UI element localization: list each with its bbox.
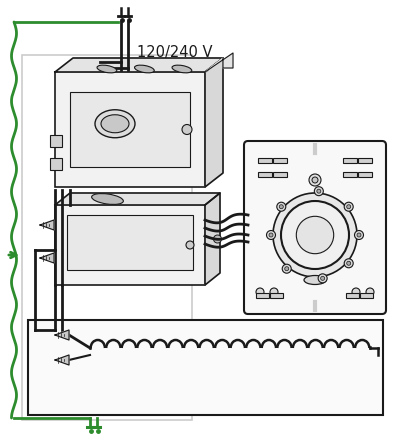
Circle shape <box>279 205 283 209</box>
Ellipse shape <box>172 65 192 73</box>
Circle shape <box>186 241 194 249</box>
Circle shape <box>213 235 221 243</box>
Bar <box>28 320 383 415</box>
Polygon shape <box>205 53 233 72</box>
Bar <box>358 158 372 163</box>
Circle shape <box>344 259 353 268</box>
Bar <box>55 205 205 285</box>
Circle shape <box>296 216 334 254</box>
Circle shape <box>317 189 321 193</box>
Circle shape <box>318 274 327 283</box>
Bar <box>273 158 287 163</box>
Polygon shape <box>55 193 220 205</box>
Circle shape <box>182 125 192 135</box>
Circle shape <box>309 174 321 186</box>
Text: 120/240 V: 120/240 V <box>137 44 213 59</box>
Circle shape <box>269 233 273 237</box>
Bar <box>273 172 287 177</box>
Polygon shape <box>40 220 54 230</box>
Bar <box>50 158 62 170</box>
Ellipse shape <box>304 275 326 285</box>
Circle shape <box>312 177 318 183</box>
Polygon shape <box>55 58 223 72</box>
Ellipse shape <box>101 115 129 133</box>
Bar <box>346 293 359 298</box>
Bar <box>70 92 190 167</box>
Ellipse shape <box>97 65 117 73</box>
Circle shape <box>357 233 361 237</box>
Circle shape <box>366 288 374 296</box>
Ellipse shape <box>92 194 123 205</box>
Circle shape <box>344 202 353 211</box>
Circle shape <box>270 288 278 296</box>
Circle shape <box>285 267 289 271</box>
Circle shape <box>282 264 291 273</box>
Polygon shape <box>205 58 223 187</box>
Circle shape <box>314 187 323 196</box>
Circle shape <box>347 205 351 209</box>
Circle shape <box>277 202 286 211</box>
Bar <box>55 72 205 187</box>
Bar <box>270 293 283 298</box>
Circle shape <box>281 201 349 269</box>
Polygon shape <box>205 193 220 285</box>
Circle shape <box>352 288 360 296</box>
Ellipse shape <box>95 110 135 138</box>
Polygon shape <box>40 253 54 263</box>
Circle shape <box>321 276 325 280</box>
Bar <box>67 215 193 270</box>
Bar <box>358 172 372 177</box>
Ellipse shape <box>134 65 154 73</box>
Circle shape <box>256 288 264 296</box>
Polygon shape <box>55 355 69 365</box>
Bar <box>22 55 192 420</box>
Bar <box>258 158 272 163</box>
Bar <box>343 158 357 163</box>
Circle shape <box>354 231 363 239</box>
FancyBboxPatch shape <box>244 141 386 314</box>
Polygon shape <box>55 330 69 340</box>
Circle shape <box>267 231 275 239</box>
Bar <box>258 172 272 177</box>
Bar <box>256 293 269 298</box>
Circle shape <box>347 261 351 265</box>
Bar <box>50 135 62 147</box>
Bar <box>360 293 373 298</box>
Bar <box>343 172 357 177</box>
Circle shape <box>273 193 357 277</box>
